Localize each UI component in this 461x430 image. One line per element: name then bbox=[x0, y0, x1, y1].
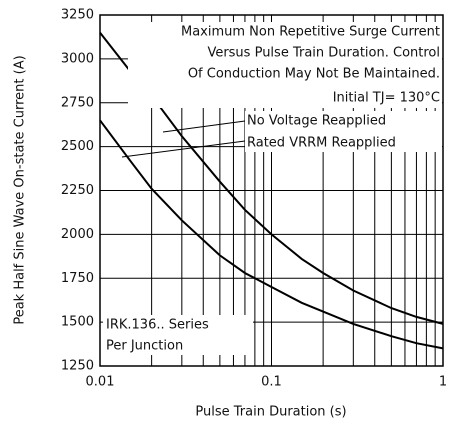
y-tick-label: 2250 bbox=[61, 183, 94, 198]
plot-frame bbox=[99, 14, 444, 367]
annotation: Of Conduction May Not Be Maintained. bbox=[188, 67, 440, 82]
y-tick-label: 1500 bbox=[61, 315, 94, 330]
annotation: Initial TJ= 130°C bbox=[333, 91, 440, 106]
y-tick-label: 2750 bbox=[61, 95, 94, 110]
legend-label: Rated VRRM Reapplied bbox=[247, 136, 396, 151]
y-tick-label: 3000 bbox=[61, 51, 94, 66]
x-axis-label: Pulse Train Duration (s) bbox=[195, 405, 346, 420]
device-label: IRK.136.. Series bbox=[106, 318, 209, 333]
device-label: Per Junction bbox=[106, 339, 183, 354]
leader-line bbox=[121, 140, 246, 158]
legend-label: No Voltage Reapplied bbox=[247, 114, 386, 129]
annotation: Versus Pulse Train Duration. Control bbox=[207, 46, 440, 61]
curve bbox=[99, 119, 444, 350]
annotation-box bbox=[128, 22, 442, 108]
device-box bbox=[103, 315, 253, 355]
y-tick-label: 1750 bbox=[61, 271, 94, 286]
annotation: Maximum Non Repetitive Surge Current bbox=[181, 25, 440, 40]
y-tick-label: 1250 bbox=[61, 359, 94, 374]
y-tick-label: 3250 bbox=[61, 8, 94, 23]
x-tick-label: 1 bbox=[439, 375, 447, 390]
x-tick-label: 0.01 bbox=[86, 375, 115, 390]
x-tick-label: 0.1 bbox=[261, 375, 282, 390]
y-tick-label: 2500 bbox=[61, 139, 94, 154]
leader-line bbox=[162, 120, 246, 133]
y-tick-label: 2000 bbox=[61, 227, 94, 242]
y-axis-label: Peak Half Sine Wave On-state Current (A) bbox=[13, 55, 28, 324]
legend-box bbox=[245, 111, 442, 152]
